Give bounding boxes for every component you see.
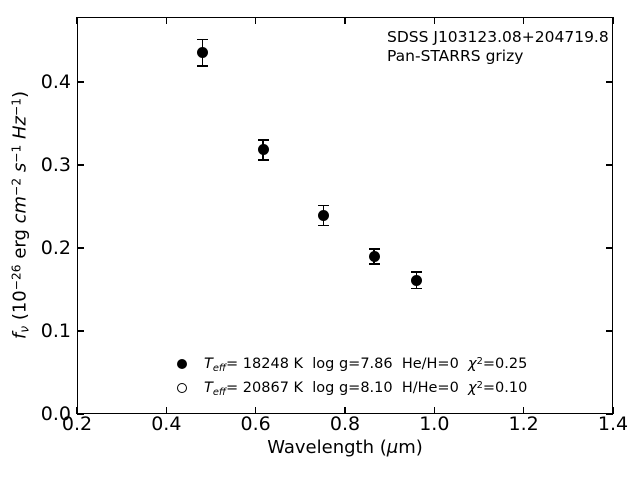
plot-area: SDSS J103123.08+204719.8 Pan-STARRS griz… <box>76 17 614 415</box>
y-tick-right <box>606 330 613 332</box>
x-tick-top <box>344 17 346 24</box>
x-tick <box>344 407 346 414</box>
x-tick <box>522 407 525 414</box>
error-bar-cap-bottom <box>410 287 422 290</box>
x-tick-top <box>254 17 257 24</box>
x-tick-label: 0.4 <box>151 413 182 435</box>
legend-teff-symbol: T <box>204 356 213 372</box>
y-tick-right <box>606 164 613 166</box>
data-point <box>368 250 380 262</box>
y-axis-label: fν (10−26 erg cm−2 s−1 Hz−1) <box>9 90 32 340</box>
annotation-object-id: SDSS J103123.08+204719.8 <box>387 28 609 46</box>
legend-chi-value: =0.25 <box>482 356 528 372</box>
legend-label-model2: Teff= 20867 K log g=8.10 H/He=0 χ2=0.10 <box>204 379 528 398</box>
legend-params-text: = 20867 K log g=8.10 H/He=0 <box>226 380 469 396</box>
legend-label-model1: Teff= 18248 K log g=7.86 He/H=0 χ2=0.25 <box>204 355 528 374</box>
filled-circle-marker-icon <box>177 359 187 369</box>
legend-teff-subscript: eff <box>212 386 227 398</box>
y-tick-label: 0.1 <box>40 319 71 342</box>
error-bar-cap-bottom <box>257 159 269 161</box>
data-point <box>410 274 422 286</box>
y-tick <box>77 164 84 166</box>
data-point <box>197 47 208 59</box>
x-axis-label: Wavelength (μm) <box>267 437 423 458</box>
error-bar-cap-bottom <box>197 65 208 67</box>
x-tick-label: 0.6 <box>240 413 271 435</box>
y-tick-label: 0.4 <box>40 70 71 93</box>
y-tick <box>77 413 84 415</box>
error-bar-cap-top <box>410 271 422 273</box>
error-bar-cap-bottom <box>318 224 330 227</box>
y-tick <box>77 330 84 332</box>
x-tick <box>165 407 168 414</box>
error-bar-cap-top <box>368 247 380 250</box>
legend-teff-symbol: T <box>204 380 213 396</box>
y-tick-label: 0.2 <box>40 236 71 259</box>
x-tick-top <box>612 17 614 24</box>
legend-row-model2: Teff= 20867 K log g=8.10 H/He=0 χ2=0.10 <box>177 375 527 401</box>
x-tick-label: 1.2 <box>508 413 539 435</box>
error-bar-cap-top <box>318 204 330 207</box>
y-tick <box>77 81 84 83</box>
x-tick-top <box>522 17 525 24</box>
legend-chi-superscript: 2 <box>476 379 483 391</box>
legend-chi-symbol: χ <box>468 380 477 396</box>
source-annotation: SDSS J103123.08+204719.8 Pan-STARRS griz… <box>387 28 609 65</box>
x-tick-top <box>433 17 436 24</box>
error-bar-cap-top <box>257 139 269 141</box>
x-tick-label: 1.0 <box>419 413 450 435</box>
x-tick <box>433 407 436 414</box>
x-tick-top <box>76 17 78 24</box>
x-tick-label: 1.4 <box>597 413 629 435</box>
annotation-survey: Pan-STARRS grizy <box>387 46 524 65</box>
y-tick-label: 0.3 <box>40 153 71 176</box>
legend-row-model1: Teff= 18248 K log g=7.86 He/H=0 χ2=0.25 <box>177 351 527 377</box>
legend-params-text: = 18248 K log g=7.86 He/H=0 <box>226 356 469 372</box>
x-tick <box>612 407 614 414</box>
x-tick-label: 0.2 <box>61 413 93 435</box>
legend-chi-value: =0.10 <box>482 380 528 396</box>
mu-symbol: μ <box>386 437 399 458</box>
y-tick <box>77 247 84 249</box>
legend-chi-superscript: 2 <box>476 355 483 367</box>
x-tick <box>76 407 78 414</box>
y-tick-right <box>606 413 613 415</box>
legend-chi-symbol: χ <box>468 356 477 372</box>
open-circle-marker-icon <box>177 383 187 393</box>
error-bar-cap-top <box>197 38 208 41</box>
error-bar-cap-bottom <box>368 262 380 265</box>
x-tick-label: 0.8 <box>329 413 361 435</box>
data-point <box>318 210 330 221</box>
data-point <box>257 144 269 156</box>
legend-teff-subscript: eff <box>212 362 227 374</box>
x-tick-top <box>165 17 168 24</box>
y-tick-right <box>606 81 613 83</box>
y-tick-label: 0.0 <box>40 403 71 425</box>
y-tick-right <box>606 247 613 249</box>
x-tick <box>254 407 257 414</box>
